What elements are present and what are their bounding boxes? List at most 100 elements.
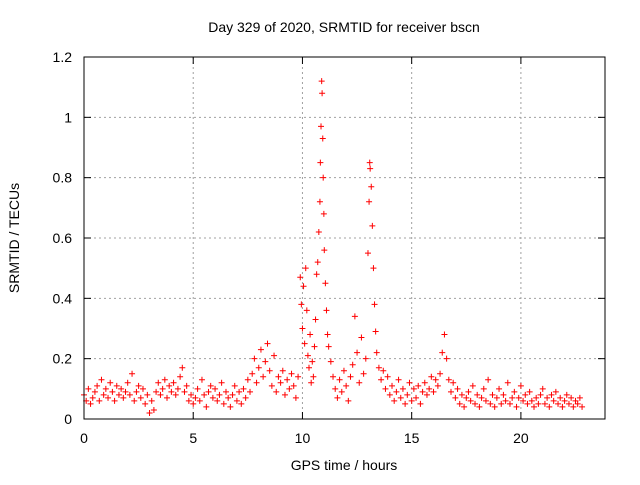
data-point	[402, 400, 409, 407]
data-point	[102, 385, 109, 392]
data-point	[368, 183, 375, 190]
data-point	[548, 391, 555, 398]
data-point	[537, 391, 544, 398]
data-point	[185, 397, 192, 404]
data-point	[218, 379, 225, 386]
data-point	[313, 271, 320, 278]
data-point	[153, 388, 160, 395]
data-point	[375, 364, 382, 371]
data-point	[384, 373, 391, 380]
data-point	[570, 403, 577, 410]
data-point	[249, 370, 256, 377]
data-point	[229, 391, 236, 398]
data-point	[417, 400, 424, 407]
data-point	[174, 385, 181, 392]
data-point	[216, 391, 223, 398]
data-point	[393, 388, 400, 395]
data-point	[262, 358, 269, 365]
data-point	[225, 394, 232, 401]
y-tick-label: 1.2	[53, 49, 73, 65]
data-point	[482, 397, 489, 404]
data-point	[415, 382, 422, 389]
data-point	[115, 391, 122, 398]
chart-title: Day 329 of 2020, SRMTID for receiver bsc…	[208, 19, 480, 35]
data-point	[338, 388, 345, 395]
data-point	[322, 280, 329, 287]
data-point	[299, 325, 306, 332]
data-point	[168, 388, 175, 395]
data-point	[238, 400, 245, 407]
data-point	[319, 135, 326, 142]
data-point	[345, 397, 352, 404]
data-point	[113, 382, 120, 389]
data-point	[94, 382, 101, 389]
data-point	[318, 123, 325, 130]
data-point	[196, 397, 203, 404]
data-point	[311, 343, 318, 350]
data-point	[251, 355, 258, 362]
data-point	[100, 391, 107, 398]
data-point	[227, 403, 234, 410]
data-point	[373, 349, 380, 356]
data-point	[576, 394, 583, 401]
x-tick-label: 15	[404, 430, 420, 446]
data-point	[535, 400, 542, 407]
data-point	[413, 394, 420, 401]
data-point	[364, 250, 371, 257]
data-point	[380, 367, 387, 374]
data-point	[159, 385, 166, 392]
data-point	[150, 406, 157, 413]
data-point	[135, 382, 142, 389]
data-point	[541, 400, 548, 407]
data-point	[253, 379, 260, 386]
data-point	[203, 403, 210, 410]
data-point	[517, 382, 524, 389]
data-point	[170, 379, 177, 386]
data-point	[552, 388, 559, 395]
data-point	[574, 400, 581, 407]
data-point	[214, 397, 221, 404]
data-point	[533, 394, 540, 401]
data-point	[231, 382, 238, 389]
data-point	[107, 379, 114, 386]
data-point	[378, 376, 385, 383]
data-point	[183, 382, 190, 389]
data-point	[122, 388, 129, 395]
data-point	[89, 394, 96, 401]
data-point	[129, 370, 136, 377]
data-point	[144, 391, 151, 398]
data-point	[502, 397, 509, 404]
data-point	[539, 385, 546, 392]
data-point	[456, 400, 463, 407]
data-point	[410, 385, 417, 392]
data-point	[522, 391, 529, 398]
data-point	[461, 403, 468, 410]
data-point	[544, 394, 551, 401]
data-point	[201, 391, 208, 398]
data-point	[428, 373, 435, 380]
data-point	[142, 400, 149, 407]
data-point	[386, 391, 393, 398]
data-point	[546, 403, 553, 410]
data-point	[307, 331, 314, 338]
data-point	[96, 397, 103, 404]
data-point	[220, 400, 227, 407]
data-point	[531, 403, 538, 410]
data-point	[255, 364, 262, 371]
data-point	[397, 394, 404, 401]
data-point	[467, 397, 474, 404]
data-point	[500, 391, 507, 398]
data-point	[439, 349, 446, 356]
data-point	[320, 210, 327, 217]
data-point	[343, 382, 350, 389]
data-points	[81, 78, 586, 416]
data-point	[166, 382, 173, 389]
data-point	[336, 376, 343, 383]
data-point	[563, 391, 570, 398]
data-point	[306, 364, 313, 371]
axis-ticks: 0 0.2 0.4 0.6 0.8 1 1.2 0 5 10 15 20	[53, 49, 605, 446]
data-point	[266, 367, 273, 374]
data-point	[526, 388, 533, 395]
data-point	[260, 373, 267, 380]
data-point	[511, 388, 518, 395]
